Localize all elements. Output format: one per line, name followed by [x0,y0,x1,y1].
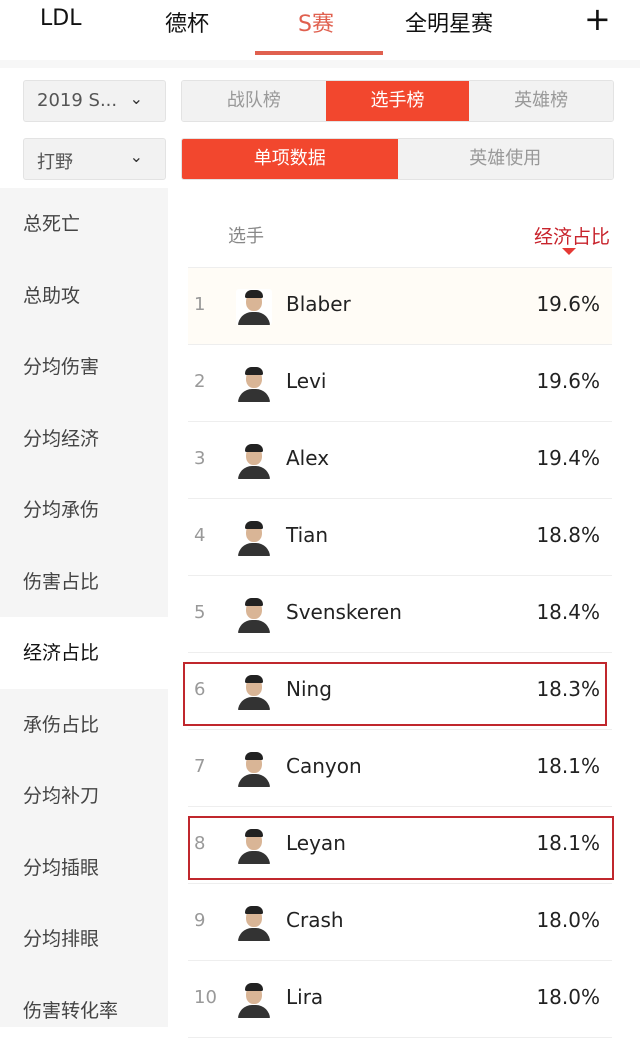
stat-sidebar: 总死亡总助攻分均伤害分均经济分均承伤伤害占比经济占比承伤占比分均补刀分均插眼分均… [0,188,168,1027]
divider [0,60,640,68]
add-icon[interactable]: + [584,0,611,38]
player-name[interactable]: Svenskeren [286,600,402,624]
economy-share-value: 18.0% [536,985,600,1009]
table-row[interactable]: 4 Tian 18.8% [188,499,612,576]
economy-share-value: 18.4% [536,600,600,624]
rank: 7 [194,756,206,777]
top-nav: LDL 德杯 S赛 全明星赛 + [0,0,640,60]
table-row[interactable]: 3 Alex 19.4% [188,422,612,499]
rank: 9 [194,910,206,931]
rank: 4 [194,525,206,546]
position-dropdown[interactable]: 打野 ⌄ [23,138,166,180]
sidebar-item[interactable]: 分均经济 [23,427,100,450]
table-row[interactable]: 10 Lira 18.0% [188,961,612,1038]
rank: 2 [194,371,206,392]
sidebar-item[interactable]: 分均伤害 [23,356,100,378]
tab-hero-usage[interactable]: 英雄使用 [397,139,613,179]
sidebar-item[interactable]: 总助攻 [23,284,81,307]
player-avatar [236,366,272,402]
player-avatar [236,751,272,787]
rank: 3 [194,448,206,469]
player-name[interactable]: Ning [286,677,332,701]
sidebar-item[interactable]: 分均排眼 [23,928,100,950]
player-name[interactable]: Canyon [286,754,362,778]
sidebar-item[interactable]: 分均补刀 [23,785,100,807]
column-economy-share[interactable]: 经济占比 [533,226,610,248]
highlight-box [183,662,607,726]
player-avatar [236,520,272,556]
rank: 8 [194,833,206,854]
player-avatar [236,982,272,1018]
sidebar-item[interactable]: 分均插眼 [23,856,100,879]
player-name[interactable]: Alex [286,446,330,470]
player-avatar [236,597,272,633]
rank: 1 [194,294,206,315]
tab-worlds[interactable]: S赛 [298,12,334,37]
sidebar-item[interactable]: 经济占比 [0,617,168,689]
table-row[interactable]: 2 Levi 19.6% [188,345,612,422]
tab-single-stats[interactable]: 单项数据 [182,139,398,179]
player-name[interactable]: Lira [286,985,324,1009]
table-row[interactable]: 6 Ning 18.3% [188,653,612,730]
table-header: 选手 经济占比 [188,200,612,268]
tab-team-board[interactable]: 战队榜 [182,81,326,121]
player-name[interactable]: Leyan [286,831,346,855]
tab-player-board[interactable]: 选手榜 [325,81,470,121]
chevron-down-icon: ⌄ [129,147,143,166]
sort-desc-icon [562,248,576,255]
rank: 6 [194,679,206,700]
economy-share-value: 18.3% [536,677,600,701]
table-row[interactable]: 1 Blaber 19.6% [188,268,612,345]
rank: 10 [194,987,217,1008]
table-row[interactable]: 7 Canyon 18.1% [188,730,612,807]
tab-ldl[interactable]: LDL [40,6,82,31]
sidebar-item[interactable]: 伤害占比 [23,570,100,593]
chevron-down-icon: ⌄ [129,89,143,108]
highlight-box [188,816,614,880]
table-row[interactable]: 5 Svenskeren 18.4% [188,576,612,653]
table-row[interactable]: 8 Leyan 18.1% [188,807,612,884]
player-avatar [236,443,272,479]
player-avatar [236,289,272,325]
economy-share-value: 18.0% [536,908,600,932]
sidebar-item[interactable]: 承伤占比 [23,713,100,736]
sidebar-item[interactable]: 总死亡 [23,213,81,235]
economy-share-value: 19.6% [536,369,600,393]
economy-share-value: 18.1% [536,831,600,855]
player-name[interactable]: Tian [286,523,329,547]
board-tabs: 战队榜 选手榜 英雄榜 [181,80,614,122]
economy-share-value: 19.6% [536,292,600,316]
column-player: 选手 [228,226,264,247]
sidebar-item[interactable]: 伤害转化率 [23,999,119,1022]
economy-share-value: 18.1% [536,754,600,778]
economy-share-value: 19.4% [536,446,600,470]
player-avatar [236,905,272,941]
table-row[interactable]: 9 Crash 18.0% [188,884,612,961]
season-value: 2019 S... [37,90,118,111]
sidebar-item[interactable]: 分均承伤 [23,499,100,521]
player-name[interactable]: Blaber [286,292,351,316]
player-name[interactable]: Crash [286,908,344,932]
rank: 5 [194,602,206,623]
active-tab-indicator [255,51,383,55]
player-name[interactable]: Levi [286,369,327,393]
player-avatar [236,828,272,864]
player-avatar [236,674,272,710]
position-value: 打野 [37,152,73,173]
tab-hero-board[interactable]: 英雄榜 [469,81,613,121]
economy-share-value: 18.8% [536,523,600,547]
tab-deutsch-cup[interactable]: 德杯 [165,12,210,37]
season-dropdown[interactable]: 2019 S... ⌄ [23,80,166,122]
tab-all-stars[interactable]: 全明星赛 [405,12,494,37]
data-tabs: 单项数据 英雄使用 [181,138,614,180]
